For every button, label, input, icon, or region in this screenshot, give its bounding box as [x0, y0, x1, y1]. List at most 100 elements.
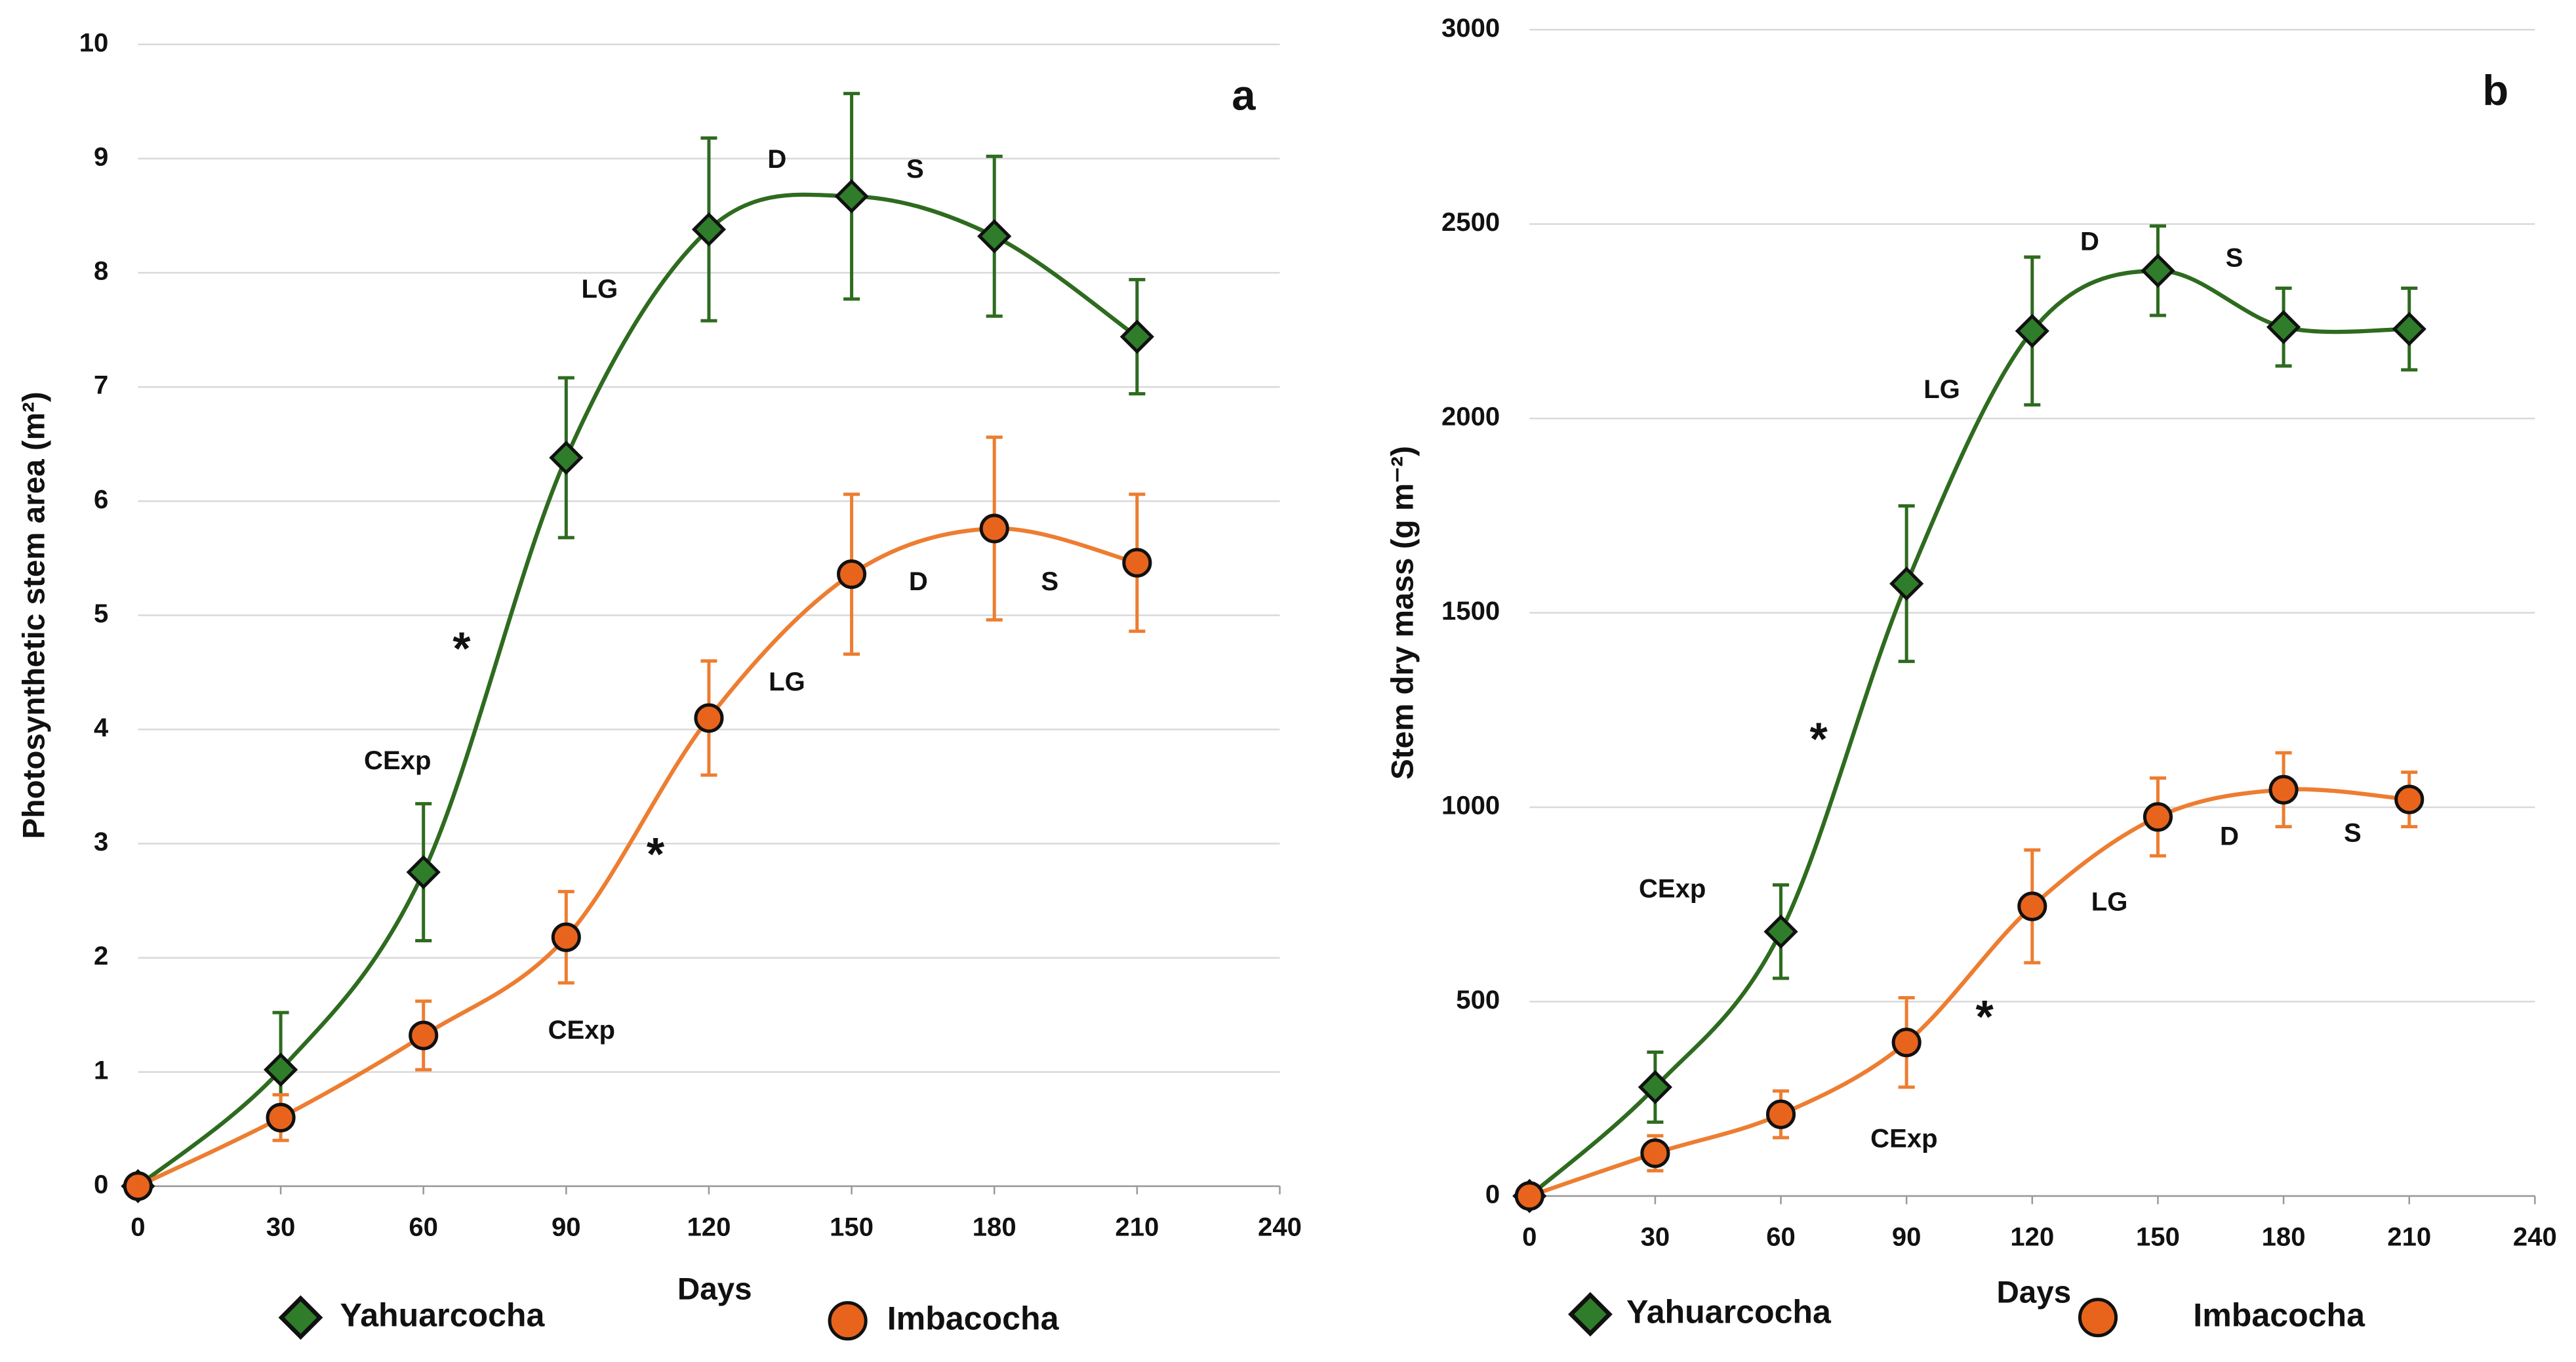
- annotation: CExp: [364, 746, 431, 775]
- annotation: CExp: [1870, 1124, 1937, 1153]
- series-line: [1528, 268, 2409, 1198]
- marker: [1765, 1099, 1796, 1129]
- y-tick-label: 500: [1456, 986, 1500, 1014]
- legend-label: Yahuarcocha: [1626, 1293, 1832, 1330]
- y-tick-label: 3000: [1441, 14, 1500, 43]
- marker: [2392, 311, 2426, 346]
- y-tick-label: 0: [1485, 1180, 1500, 1209]
- annotation: LG: [1923, 375, 1960, 404]
- y-tick-label: 10: [79, 28, 109, 57]
- series-line: [137, 526, 1138, 1188]
- x-tick-label: 30: [266, 1213, 296, 1242]
- x-tick-label: 240: [2513, 1223, 2557, 1252]
- marker: [977, 219, 1012, 254]
- marker: [1638, 1070, 1672, 1104]
- marker: [1640, 1138, 1670, 1169]
- x-tick-label: 90: [1892, 1223, 1922, 1252]
- legend-label: Imbacocha: [2193, 1296, 2365, 1333]
- marker: [1889, 566, 1924, 601]
- legend-marker: [1568, 1292, 1613, 1337]
- marker: [266, 1102, 296, 1132]
- annotation: D: [2080, 227, 2099, 256]
- x-axis-title: Days: [1996, 1275, 2071, 1310]
- y-tick-label: 2500: [1441, 208, 1500, 237]
- marker: [1514, 1181, 1544, 1211]
- x-tick-label: 150: [830, 1213, 874, 1242]
- y-tick-label: 6: [94, 485, 108, 514]
- x-tick-label: 0: [131, 1213, 145, 1242]
- marker: [549, 440, 584, 475]
- annotation: *: [1809, 713, 1828, 765]
- annotation: S: [2226, 244, 2244, 273]
- legend-label: Yahuarcocha: [340, 1296, 546, 1333]
- marker: [837, 559, 867, 590]
- legend-label: Imbacocha: [887, 1300, 1060, 1336]
- x-tick-label: 180: [2262, 1223, 2306, 1252]
- x-tick-label: 240: [1258, 1213, 1302, 1242]
- y-tick-label: 1: [94, 1056, 108, 1085]
- marker: [1122, 548, 1152, 578]
- y-axis-title: Stem dry mass (g m⁻²): [1385, 446, 1420, 780]
- x-tick-label: 30: [1641, 1223, 1670, 1252]
- marker: [263, 1052, 298, 1087]
- x-tick-label: 0: [1522, 1223, 1537, 1252]
- x-tick-label: 120: [2010, 1223, 2054, 1252]
- y-tick-label: 2: [94, 942, 108, 971]
- legend-marker: [828, 1301, 868, 1341]
- legend-marker: [278, 1295, 323, 1340]
- x-tick-label: 60: [1766, 1223, 1796, 1252]
- marker: [1119, 319, 1154, 354]
- y-tick-label: 9: [94, 142, 108, 171]
- marker: [2266, 310, 2301, 344]
- annotation: CExp: [1639, 874, 1706, 903]
- marker: [123, 1171, 153, 1201]
- x-tick-label: 60: [409, 1213, 438, 1242]
- marker: [551, 922, 581, 952]
- marker: [409, 1020, 439, 1051]
- annotation: D: [767, 145, 786, 174]
- marker: [1763, 914, 1798, 949]
- annotation: *: [1976, 991, 1994, 1042]
- annotation: *: [647, 828, 665, 879]
- panel-label: b: [2482, 66, 2508, 114]
- marker: [979, 513, 1009, 544]
- marker: [2141, 253, 2175, 288]
- marker: [2017, 891, 2047, 921]
- x-axis-title: Days: [677, 1272, 752, 1307]
- x-tick-label: 180: [973, 1213, 1016, 1242]
- y-axis-title: Photosynthetic stem area (m²): [17, 391, 52, 839]
- marker: [406, 854, 441, 890]
- y-tick-label: 5: [94, 599, 108, 628]
- y-tick-label: 4: [94, 713, 109, 742]
- marker: [691, 212, 727, 247]
- annotation: *: [453, 623, 471, 674]
- y-tick-label: 0: [94, 1170, 108, 1199]
- marker: [1891, 1028, 1922, 1058]
- series-line: [136, 192, 1138, 1188]
- y-tick-label: 1000: [1441, 791, 1500, 820]
- annotation: D: [909, 567, 928, 596]
- x-tick-label: 150: [2136, 1223, 2180, 1252]
- annotation: D: [2220, 822, 2239, 851]
- marker: [2143, 802, 2173, 832]
- annotation: S: [2344, 818, 2362, 847]
- annotation: CExp: [548, 1016, 615, 1045]
- y-tick-label: 1500: [1441, 597, 1500, 626]
- legend-marker: [2078, 1298, 2118, 1338]
- y-tick-label: 8: [94, 257, 108, 286]
- y-tick-label: 2000: [1441, 403, 1500, 431]
- annotation: LG: [2091, 888, 2128, 917]
- panel-label: a: [1232, 71, 1256, 119]
- annotation: LG: [582, 275, 618, 304]
- marker: [2394, 784, 2425, 814]
- y-tick-label: 7: [94, 371, 108, 400]
- x-tick-label: 120: [687, 1213, 731, 1242]
- y-tick-label: 3: [94, 828, 108, 856]
- x-tick-label: 210: [2387, 1223, 2431, 1252]
- marker: [694, 703, 724, 733]
- series-line: [1529, 787, 2409, 1198]
- marker: [834, 179, 869, 214]
- marker: [2268, 774, 2299, 805]
- x-tick-label: 90: [552, 1213, 581, 1242]
